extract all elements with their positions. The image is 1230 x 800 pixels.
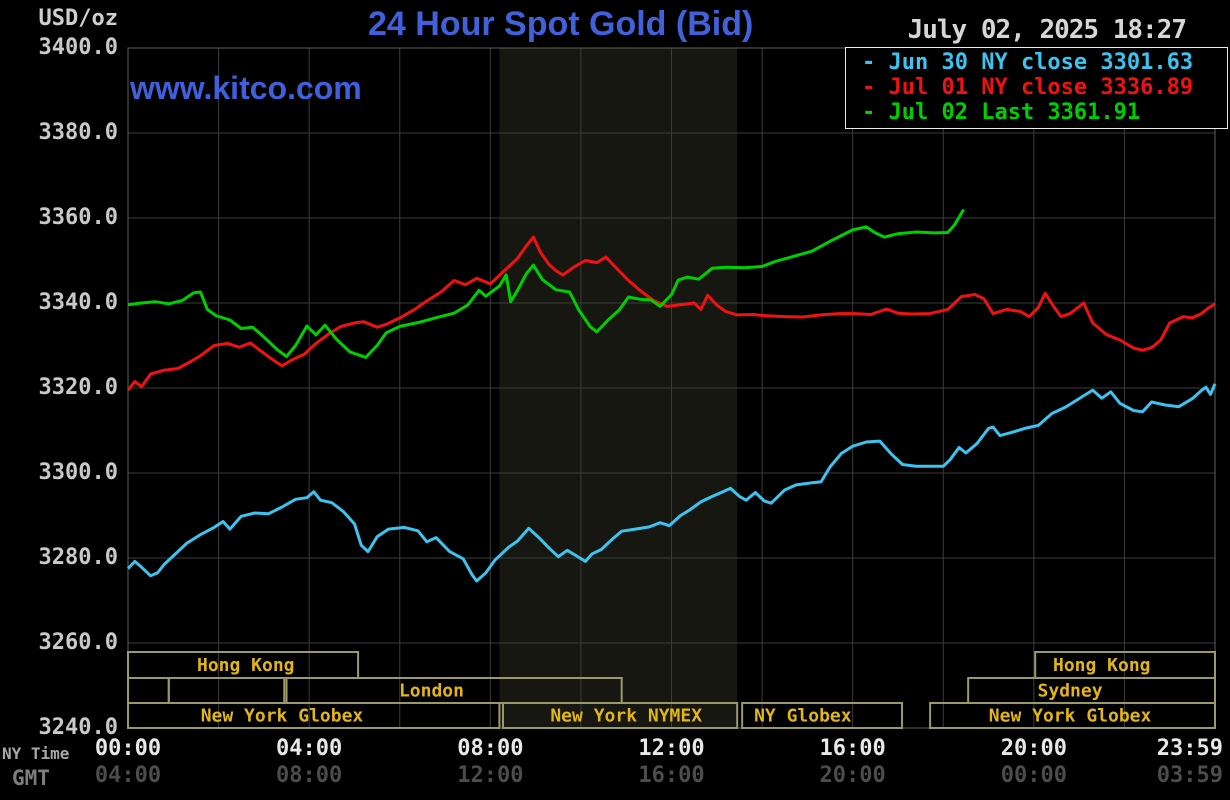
session-box-new-york-nymex: [502, 702, 739, 729]
x-tick-ny: 12:00: [638, 736, 705, 761]
x-axis-gmt: GMT 04:00 08:00 12:00 16:00 20:00 00:00 03:59: [0, 763, 1230, 791]
ny-time-label: NY Time: [2, 744, 70, 763]
y-tick-label: 3300.0: [38, 460, 118, 485]
y-tick-label: 3260.0: [38, 630, 118, 655]
y-tick-label: 3320.0: [38, 375, 118, 400]
x-tick-gmt: 04:00: [94, 763, 162, 788]
y-tick-label: 3360.0: [38, 205, 118, 230]
session-label-hong-kong: Hong Kong: [1053, 655, 1151, 676]
legend-entry-jun30: - Jun 30 NY close 3301.63: [862, 50, 1194, 75]
session-box: [127, 677, 170, 704]
session-label-ny-globex: NY Globex: [754, 706, 852, 727]
series-line-jun30: [126, 383, 1217, 583]
x-tick-ny: 16:00: [819, 736, 886, 761]
y-tick-label: 3400.0: [38, 35, 118, 60]
gmt-label: GMT: [12, 766, 50, 790]
unit-label: USD/oz: [38, 6, 118, 31]
legend-entry-jul01: - Jul 01 NY close 3336.89: [862, 75, 1194, 100]
x-tick-gmt: 03:59: [1156, 763, 1223, 788]
x-tick-gmt: 12:00: [457, 763, 524, 788]
x-tick-gmt: 00:00: [1000, 763, 1067, 788]
session-label-new-york-globex: New York Globex: [989, 706, 1152, 727]
x-tick-gmt: 20:00: [819, 763, 886, 788]
chart-title: 24 Hour Spot Gold (Bid): [368, 5, 754, 43]
y-tick-label: 3380.0: [38, 120, 118, 145]
session-box-new-york-globex: [929, 702, 1216, 729]
session-box-ny-globex: [741, 702, 904, 729]
session-label-new-york-nymex: New York NYMEX: [550, 706, 702, 727]
x-axis-ny-time: NY Time 00:00 04:00 08:00 12:00 16:00 20:00 23…: [0, 736, 1230, 764]
y-tick-label: 3240.0: [38, 715, 118, 740]
y-tick-label: 3280.0: [38, 545, 118, 570]
session-label-london: London: [399, 681, 464, 702]
x-tick-ny: 08:00: [457, 736, 524, 761]
series-line-jul02: [127, 208, 965, 359]
legend: - Jun 30 NY close 3301.63 - Jul 01 NY cl…: [845, 47, 1228, 129]
x-tick-ny: 23:59: [1156, 736, 1223, 761]
kitco-link[interactable]: www.kitco.com: [130, 70, 362, 106]
x-tick-ny: 20:00: [1000, 736, 1067, 761]
x-tick-ny: 00:00: [94, 736, 162, 761]
x-tick-gmt: 16:00: [638, 763, 705, 788]
session-box: [167, 677, 286, 704]
session-box-new-york-globex: [127, 702, 501, 729]
legend-entry-jul02: - Jul 02 Last 3361.91: [862, 100, 1141, 125]
x-tick-gmt: 08:00: [276, 763, 343, 788]
session-label-sydney: Sydney: [1038, 681, 1103, 702]
session-label-hong-kong: Hong Kong: [197, 655, 295, 676]
x-tick-ny: 04:00: [276, 736, 343, 761]
y-tick-label: 3340.0: [38, 290, 118, 315]
timestamp: July 02, 2025 18:27: [907, 15, 1187, 45]
session-label-new-york-globex: New York Globex: [201, 706, 364, 727]
